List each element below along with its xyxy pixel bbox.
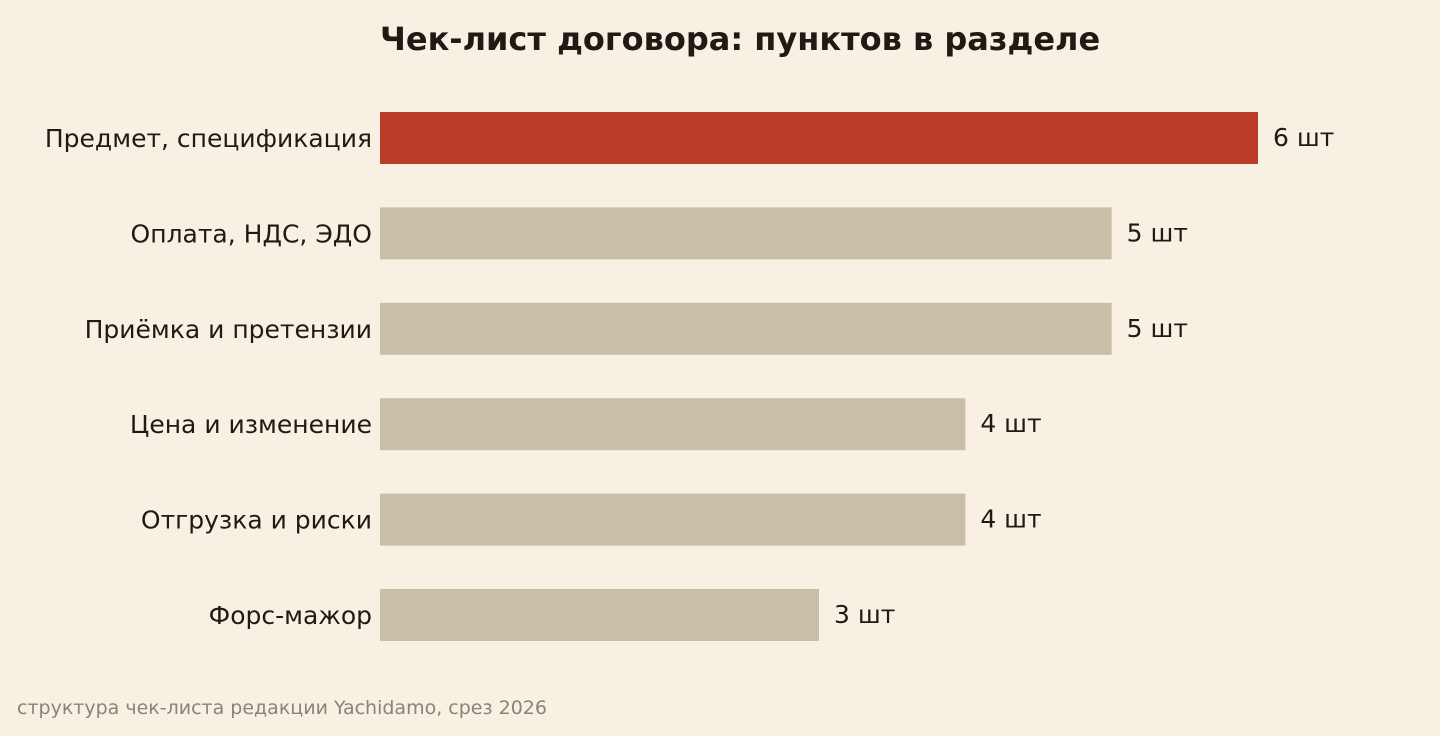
bar-3 xyxy=(380,398,966,451)
category-label-5: Форс-мажор xyxy=(209,601,372,630)
category-label-1: Оплата, НДС, ЭДО xyxy=(131,219,372,248)
value-label-2: 5 шт xyxy=(1127,314,1188,343)
bar-1 xyxy=(380,207,1112,260)
source-note: структура чек-листа редакции Yachidamo, … xyxy=(17,697,547,719)
bars-group xyxy=(380,112,1258,641)
chart-title: Чек-лист договора: пунктов в разделе xyxy=(380,20,1100,58)
value-label-5: 3 шт xyxy=(834,600,895,629)
value-label-0: 6 шт xyxy=(1273,123,1334,152)
bar-2 xyxy=(380,302,1112,355)
value-label-1: 5 шт xyxy=(1127,218,1188,247)
category-label-0: Предмет, спецификация xyxy=(45,124,372,153)
category-label-4: Отгрузка и риски xyxy=(141,506,372,535)
value-label-4: 4 шт xyxy=(980,505,1041,534)
value-labels-group: 6 шт 5 шт 5 шт 4 шт 4 шт 3 шт xyxy=(834,123,1334,629)
category-label-2: Приёмка и претензии xyxy=(85,315,372,344)
bar-5 xyxy=(380,589,819,641)
category-label-3: Цена и изменение xyxy=(130,410,372,439)
value-label-3: 4 шт xyxy=(980,409,1041,438)
bar-4 xyxy=(380,493,966,546)
category-labels-group: Предмет, спецификация Оплата, НДС, ЭДО При… xyxy=(45,124,372,630)
bar-0 xyxy=(380,112,1258,164)
